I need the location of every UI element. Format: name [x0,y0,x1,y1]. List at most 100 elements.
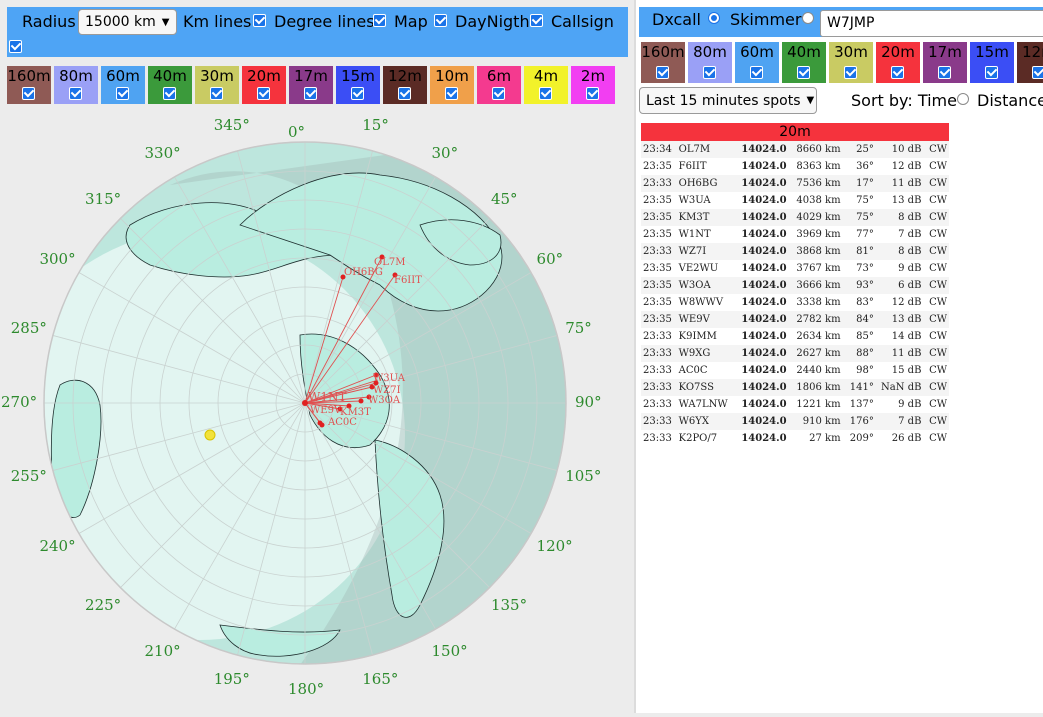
band-chip-80m[interactable]: 80m [54,66,98,104]
band-chip-17m[interactable]: 17m [289,66,333,104]
callsign-checkbox[interactable] [9,40,22,53]
band-chip-60m[interactable]: 60m [101,66,145,104]
band-checkbox-12m[interactable] [398,87,411,100]
band-label: 80m [59,67,93,85]
dx-band-checkbox-40m[interactable] [797,66,810,79]
dx-band-checkbox-17m[interactable] [938,66,951,79]
dx-band-chip-30m[interactable]: 30m [829,42,873,83]
km-lines-checkbox[interactable] [253,14,266,27]
spot-row[interactable]: 23:33 AC0C 14024.0 2440 km 98° 15 dB CW [641,362,949,379]
band-chip-30m[interactable]: 30m [195,66,239,104]
dx-band-chip-60m[interactable]: 60m [735,42,779,83]
dx-band-chip-17m[interactable]: 17m [923,42,967,83]
spot-row[interactable]: 23:35 W3OA 14024.0 3666 km 93° 6 dB CW [641,277,949,294]
spot-snr: 12 dB [875,158,924,175]
skimmer-radio[interactable] [802,12,814,24]
spot-distance: 3868 km [791,243,843,260]
spot-row[interactable]: 23:35 W8WWV 14024.0 3338 km 83° 12 dB CW [641,294,949,311]
spot-callsign: W1NT [676,226,740,243]
dx-band-chip-20m[interactable]: 20m [876,42,920,83]
band-checkbox-30m[interactable] [210,87,223,100]
spot-distance: 8660 km [791,141,843,158]
dx-band-chip-160m[interactable]: 160m [641,42,685,83]
degree-label: 240° [39,536,76,555]
spot-row[interactable]: 23:33 K2PO/7 14024.0 27 km 209° 26 dB CW [641,430,949,447]
band-chip-15m[interactable]: 15m [336,66,380,104]
spot-band-header: 20m [641,123,949,141]
sort-distance-radio[interactable] [957,93,969,105]
band-checkbox-2m[interactable] [586,87,599,100]
degree-label: 75° [565,318,592,337]
spot-distance: 3767 km [791,260,843,277]
dx-band-checkbox-160m[interactable] [656,66,669,79]
dxcall-radio[interactable] [708,12,720,24]
spot-row[interactable]: 23:33 OH6BG 14024.0 7536 km 17° 11 dB CW [641,175,949,192]
spot-row[interactable]: 23:35 W1NT 14024.0 3969 km 77° 7 dB CW [641,226,949,243]
time-filter-select[interactable]: Last 15 minutes spots ▼ [639,87,817,114]
spot-mode: CW [923,226,949,243]
band-checkbox-10m[interactable] [445,87,458,100]
dx-band-chip-80m[interactable]: 80m [688,42,732,83]
dx-band-checkbox-15m[interactable] [985,66,998,79]
spot-frequency: 14024.0 [739,413,792,430]
spot-mode: CW [923,277,949,294]
band-chip-160m[interactable]: 160m [7,66,51,104]
spot-distance: 1806 km [791,379,843,396]
band-checkbox-80m[interactable] [69,87,82,100]
band-label: 20m [881,43,915,61]
band-chip-12m[interactable]: 12m [383,66,427,104]
band-checkbox-20m[interactable] [257,87,270,100]
band-chip-20m[interactable]: 20m [242,66,286,104]
band-checkbox-40m[interactable] [163,87,176,100]
dx-band-chip-40m[interactable]: 40m [782,42,826,83]
spot-mode: CW [923,209,949,226]
dx-band-checkbox-20m[interactable] [891,66,904,79]
azimuthal-map: OL7M F6IIT OH6BG W3UA WZ7I W3OA W1NT WE9… [0,105,634,713]
spot-time: 23:33 [641,175,677,192]
band-checkbox-60m[interactable] [116,87,129,100]
spot-azimuth: 75° [842,192,876,209]
band-chip-2m[interactable]: 2m [571,66,615,104]
band-checkbox-160m[interactable] [22,87,35,100]
band-chip-40m[interactable]: 40m [148,66,192,104]
spot-row[interactable]: 23:35 F6IIT 14024.0 8363 km 36° 12 dB CW [641,158,949,175]
band-label: 30m [200,67,234,85]
spot-row[interactable]: 23:34 OL7M 14024.0 8660 km 25° 10 dB CW [641,141,949,158]
spot-time: 23:33 [641,328,677,345]
degree-label: 300° [39,249,76,268]
dx-band-checkbox-30m[interactable] [844,66,857,79]
band-chip-4m[interactable]: 4m [524,66,568,104]
spot-row[interactable]: 23:35 WE9V 14024.0 2782 km 84° 13 dB CW [641,311,949,328]
dx-band-checkbox-80m[interactable] [703,66,716,79]
degree-lines-checkbox[interactable] [373,14,386,27]
daynight-checkbox[interactable] [530,14,543,27]
spot-row[interactable]: 23:33 W9XG 14024.0 2627 km 88° 11 dB CW [641,345,949,362]
spot-row[interactable]: 23:35 VE2WU 14024.0 3767 km 73° 9 dB CW [641,260,949,277]
dx-band-chip-12m[interactable]: 12m [1017,42,1043,83]
dx-band-chip-15m[interactable]: 15m [970,42,1014,83]
spot-callsign: W9XG [676,345,740,362]
spot-row[interactable]: 23:35 KM3T 14024.0 4029 km 75° 8 dB CW [641,209,949,226]
spot-time: 23:35 [641,226,677,243]
callsign-input[interactable]: W7JMP [820,10,1043,37]
spot-row[interactable]: 23:35 W3UA 14024.0 4038 km 75° 13 dB CW [641,192,949,209]
dx-band-checkbox-12m[interactable] [1032,66,1043,79]
band-checkbox-17m[interactable] [304,87,317,100]
km-lines-label: Km lines [183,12,252,31]
band-chip-10m[interactable]: 10m [430,66,474,104]
spot-row[interactable]: 23:33 WZ7I 14024.0 3868 km 81° 8 dB CW [641,243,949,260]
band-checkbox-15m[interactable] [351,87,364,100]
dx-band-checkbox-60m[interactable] [750,66,763,79]
spot-row[interactable]: 23:33 WA7LNW 14024.0 1221 km 137° 9 dB CW [641,396,949,413]
spot-row[interactable]: 23:33 K9IMM 14024.0 2634 km 85° 14 dB CW [641,328,949,345]
spot-row[interactable]: 23:33 KO7SS 14024.0 1806 km 141° NaN dB CW [641,379,949,396]
map-checkbox[interactable] [434,14,447,27]
band-checkbox-4m[interactable] [539,87,552,100]
azimuth-line [304,176,436,404]
band-checkbox-6m[interactable] [492,87,505,100]
spot-row[interactable]: 23:33 W6YX 14024.0 910 km 176° 7 dB CW [641,413,949,430]
pane-divider[interactable] [634,0,636,713]
radius-select[interactable]: 15000 km ▼ [78,9,177,35]
spot-label-ac0c: AC0C [327,417,357,428]
band-chip-6m[interactable]: 6m [477,66,521,104]
